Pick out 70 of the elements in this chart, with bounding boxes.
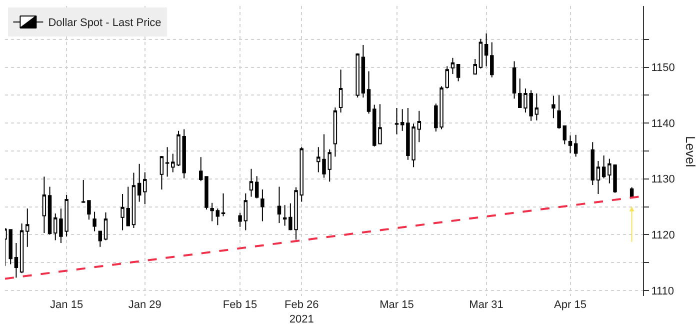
x-tick-label: Mar 15 bbox=[380, 299, 414, 311]
candlestick bbox=[417, 110, 422, 143]
x-tick-label: Mar 31 bbox=[469, 299, 504, 311]
candlestick bbox=[456, 64, 460, 82]
candlestick bbox=[568, 134, 572, 154]
candlestick bbox=[210, 202, 214, 222]
candlestick bbox=[132, 172, 136, 228]
candlestick bbox=[356, 52, 360, 98]
y-tick-label: 1130 bbox=[651, 174, 675, 186]
candlestick bbox=[8, 228, 12, 265]
candlestick bbox=[372, 104, 376, 148]
candlestick bbox=[92, 211, 96, 232]
candlestick bbox=[14, 242, 18, 278]
candlestick bbox=[81, 180, 86, 204]
candlestick bbox=[450, 57, 455, 75]
candlestick bbox=[338, 69, 343, 114]
candlestick bbox=[512, 60, 516, 100]
candlestick bbox=[221, 192, 226, 217]
candlestick bbox=[26, 208, 30, 248]
candlestick bbox=[249, 168, 254, 198]
candlestick bbox=[54, 212, 58, 241]
candlestick bbox=[574, 134, 578, 158]
candlestick bbox=[260, 188, 264, 222]
candlestick bbox=[48, 186, 52, 236]
candlestick bbox=[394, 108, 399, 135]
x-tick-label: Jan 15 bbox=[50, 299, 84, 311]
candlestick bbox=[143, 172, 147, 204]
candlestick bbox=[473, 58, 477, 76]
y-tick-label: 1140 bbox=[651, 118, 675, 130]
candlestick bbox=[120, 193, 124, 231]
candlestick bbox=[333, 107, 338, 158]
y-tick-label: 1150 bbox=[651, 62, 675, 74]
x-tick-label: Feb 26 2021 bbox=[284, 299, 319, 326]
candlestick bbox=[126, 186, 130, 227]
candlestick bbox=[590, 142, 594, 186]
candlestick bbox=[484, 32, 488, 67]
candlestick bbox=[20, 223, 24, 274]
candlestick bbox=[490, 42, 494, 78]
candlestick bbox=[602, 154, 606, 179]
candlestick bbox=[216, 208, 220, 226]
candlestick bbox=[552, 95, 556, 119]
candlestick bbox=[534, 93, 539, 121]
candlestick bbox=[361, 44, 366, 98]
candlestick bbox=[238, 212, 242, 228]
candlestick bbox=[378, 104, 382, 145]
candlestick bbox=[137, 163, 142, 202]
candlestick bbox=[42, 176, 46, 234]
y-tick-label: 1120 bbox=[651, 230, 675, 242]
candlestick bbox=[98, 230, 102, 248]
candlestick bbox=[400, 108, 404, 132]
x-tick-label: Jan 29 bbox=[128, 299, 162, 311]
candlestick bbox=[165, 146, 170, 178]
x-tick-label: Apr 15 bbox=[554, 299, 586, 311]
candlestick bbox=[277, 186, 282, 224]
candlestick bbox=[445, 66, 449, 90]
candlestick bbox=[596, 160, 600, 194]
candlestick bbox=[366, 70, 371, 114]
candlestick bbox=[478, 38, 483, 69]
y-axis-title: Level bbox=[683, 136, 698, 168]
candlestick bbox=[160, 156, 164, 190]
candlestick bbox=[562, 125, 567, 145]
candlestick bbox=[282, 204, 287, 226]
legend-label: Dollar Spot - Last Price bbox=[48, 17, 162, 30]
candlestick bbox=[87, 200, 91, 220]
candlestick bbox=[254, 176, 259, 199]
candlestick bbox=[557, 94, 561, 130]
y-tick-label: 1110 bbox=[651, 285, 674, 298]
candlestick bbox=[104, 212, 108, 241]
candlestick bbox=[244, 192, 248, 231]
x-tick-label: Feb 15 bbox=[222, 299, 258, 311]
